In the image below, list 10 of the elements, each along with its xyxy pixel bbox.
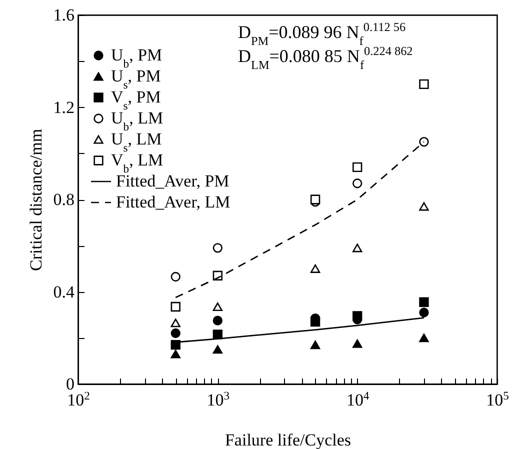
x-tick-label: 10$^{5}$ — [486, 389, 510, 410]
legend-label: Fitted_Aver, LM — [116, 192, 230, 212]
y-tick-label: 0.8 — [53, 190, 74, 209]
x-axis-title: Failure life/Cycles — [224, 430, 352, 449]
y-tick-label: 0.4 — [53, 282, 75, 302]
y-axis-title: Critical distance/mm — [26, 128, 46, 272]
y-tick-label: 1.2 — [53, 98, 74, 117]
y-tick-label: 1.6 — [53, 6, 74, 24]
x-tick-label: 10$^{4}$ — [346, 389, 370, 410]
x-tick-label: 10$^{3}$ — [206, 389, 230, 410]
